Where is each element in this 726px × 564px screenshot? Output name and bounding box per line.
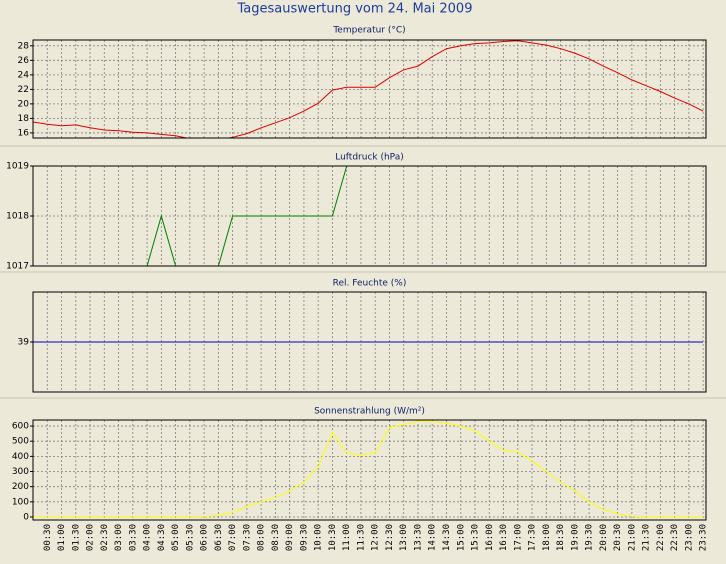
- y-tick-label: 22: [18, 85, 29, 95]
- x-tick-label: 21:30: [642, 524, 652, 551]
- plot-frame: [32, 39, 707, 139]
- x-tick-label: 05:30: [185, 524, 195, 551]
- x-tick-label: 11:30: [356, 524, 366, 551]
- x-tick-label: 20:30: [613, 524, 623, 551]
- x-tick-label: 19:30: [585, 524, 595, 551]
- y-tick-label: 0: [23, 512, 29, 522]
- x-tick-label: 07:00: [228, 524, 238, 551]
- y-tick-label: 26: [18, 56, 30, 66]
- x-tick-label: 12:00: [371, 524, 381, 551]
- y-tick-label: 24: [18, 70, 30, 80]
- y-tick-label: 300: [12, 467, 29, 477]
- panel-title: Rel. Feuchte (%): [333, 279, 407, 289]
- x-tick-label: 16:00: [485, 524, 495, 551]
- x-tick-label: 02:30: [100, 524, 110, 551]
- x-tick-label: 08:00: [257, 524, 267, 551]
- x-tick-label: 18:30: [556, 524, 566, 551]
- plot-frame: [32, 165, 707, 267]
- x-tick-label: 02:00: [86, 524, 96, 551]
- x-tick-label: 23:30: [699, 524, 709, 551]
- x-tick-label: 04:30: [157, 524, 167, 551]
- y-tick-label: 200: [12, 482, 29, 492]
- x-tick-label: 19:00: [570, 524, 580, 551]
- x-tick-label: 22:00: [656, 524, 666, 551]
- y-tick-label: 500: [12, 437, 29, 447]
- x-tick-label: 12:30: [385, 524, 395, 551]
- y-tick-label: 16: [18, 128, 30, 138]
- y-tick-label: 18: [18, 114, 30, 124]
- x-tick-label: 13:00: [399, 524, 409, 551]
- x-tick-label: 15:30: [471, 524, 481, 551]
- y-tick-label: 100: [12, 497, 29, 507]
- x-tick-label: 22:30: [670, 524, 680, 551]
- data-line: [33, 421, 704, 518]
- y-tick-label: 400: [12, 452, 29, 462]
- plot-frame: [32, 419, 707, 521]
- plot-frame: [32, 291, 707, 393]
- x-tick-label: 16:30: [499, 524, 509, 551]
- y-tick-label: 1018: [6, 212, 29, 222]
- x-tick-label: 17:00: [513, 524, 523, 551]
- panel-title: Temperatur (°C): [332, 26, 405, 36]
- x-tick-label: 14:00: [428, 524, 438, 551]
- page-title: Tagesauswertung vom 24. Mai 2009: [237, 2, 473, 17]
- y-tick-label: 1017: [6, 262, 29, 272]
- x-tick-label: 17:30: [528, 524, 538, 551]
- y-tick-label: 20: [18, 99, 30, 109]
- x-tick-label: 03:30: [128, 524, 138, 551]
- x-tick-label: 08:30: [271, 524, 281, 551]
- x-tick-label: 14:30: [442, 524, 452, 551]
- x-tick-label: 21:00: [627, 524, 637, 551]
- x-tick-label: 13:30: [413, 524, 423, 551]
- x-tick-label: 10:30: [328, 524, 338, 551]
- x-tick-label: 05:00: [171, 524, 181, 551]
- y-tick-label: 39: [18, 338, 30, 348]
- x-tick-label: 04:00: [143, 524, 153, 551]
- y-tick-label: 28: [18, 41, 30, 51]
- x-tick-label: 06:30: [214, 524, 224, 551]
- y-tick-label: 1019: [6, 162, 29, 172]
- panel-title: Luftdruck (hPa): [335, 153, 404, 163]
- y-tick-label: 600: [12, 422, 29, 432]
- x-tick-label: 10:00: [314, 524, 324, 551]
- x-tick-label: 11:00: [342, 524, 352, 551]
- plot-area: [33, 420, 706, 520]
- x-tick-label: 20:00: [599, 524, 609, 551]
- x-tick-label: 23:00: [684, 524, 694, 551]
- x-tick-label: 00:30: [43, 524, 53, 551]
- x-tick-label: 06:00: [200, 524, 210, 551]
- data-line: [33, 40, 704, 138]
- x-tick-label: 07:30: [242, 524, 252, 551]
- x-tick-label: 15:00: [456, 524, 466, 551]
- x-tick-label: 09:00: [285, 524, 295, 551]
- panel-title: Sonnenstrahlung (W/m²): [314, 407, 425, 417]
- x-tick-label: 01:30: [71, 524, 81, 551]
- x-tick-label: 18:00: [542, 524, 552, 551]
- x-tick-label: 03:00: [114, 524, 124, 551]
- x-tick-label: 09:30: [299, 524, 309, 551]
- x-tick-label: 01:00: [57, 524, 67, 551]
